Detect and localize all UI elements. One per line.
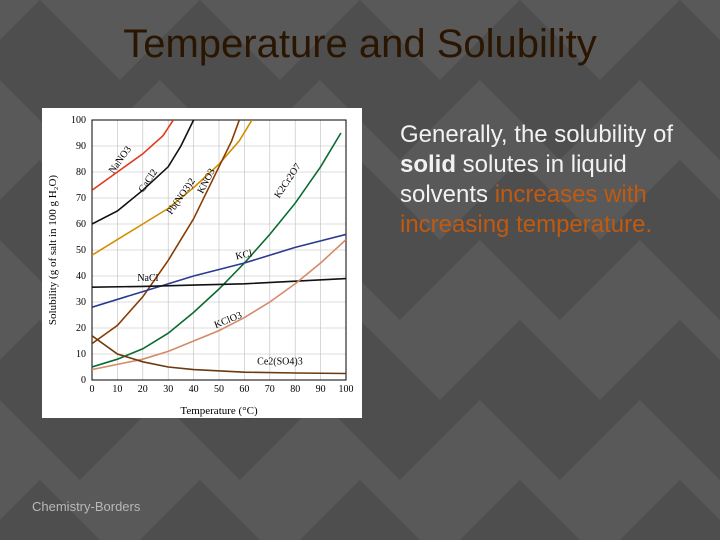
chart-svg: 0 10 20 30 40 50 60 70 80 90 100 0 10 20 30 40 50 60 70 80 9… [42, 108, 362, 418]
svg-text:10: 10 [76, 349, 86, 360]
svg-text:70: 70 [76, 193, 86, 204]
body-paragraph: Generally, the solubility of solid solut… [400, 120, 680, 240]
svg-text:10: 10 [112, 384, 122, 395]
svg-text:NaCl: NaCl [137, 273, 158, 284]
svg-text:90: 90 [76, 141, 86, 152]
svg-text:Ce2(SO4)3: Ce2(SO4)3 [257, 356, 303, 367]
svg-text:50: 50 [76, 245, 86, 256]
solubility-chart: 0 10 20 30 40 50 60 70 80 90 100 0 10 20 30 40 50 60 70 80 9… [42, 108, 362, 418]
svg-text:40: 40 [76, 271, 86, 282]
svg-text:0: 0 [81, 375, 86, 386]
svg-text:20: 20 [76, 323, 86, 334]
svg-text:60: 60 [239, 384, 249, 395]
svg-text:0: 0 [90, 384, 95, 395]
body-text-bold: solid [400, 151, 456, 178]
svg-text:Temperature (°C): Temperature (°C) [180, 405, 258, 417]
svg-text:40: 40 [189, 384, 199, 395]
svg-text:80: 80 [290, 384, 300, 395]
page-title: Temperature and Solubility [0, 22, 720, 67]
body-text-1: Generally, the solubility of [400, 121, 673, 148]
slide: Temperature and Solubility 0 10 20 30 40 50 60… [0, 0, 720, 540]
svg-text:100: 100 [339, 384, 354, 395]
svg-text:90: 90 [316, 384, 326, 395]
svg-text:100: 100 [71, 115, 86, 126]
svg-text:30: 30 [76, 297, 86, 308]
svg-text:60: 60 [76, 219, 86, 230]
svg-text:80: 80 [76, 167, 86, 178]
svg-text:20: 20 [138, 384, 148, 395]
svg-text:50: 50 [214, 384, 224, 395]
svg-text:70: 70 [265, 384, 275, 395]
svg-text:30: 30 [163, 384, 173, 395]
svg-text:Solubility (g of salt in 100 g: Solubility (g of salt in 100 g H₂O) [47, 175, 59, 326]
footer-label: Chemistry-Borders [32, 499, 140, 514]
